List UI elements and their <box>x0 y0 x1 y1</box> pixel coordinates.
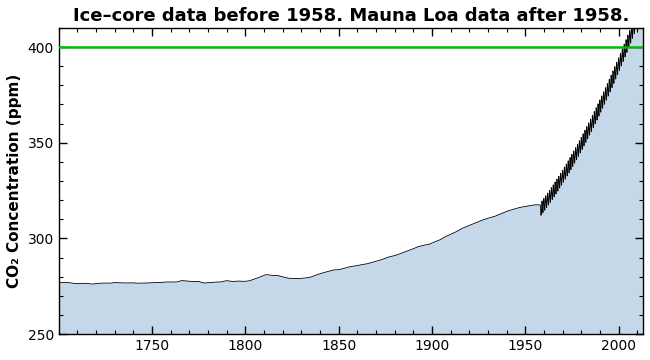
Y-axis label: CO₂ Concentration (ppm): CO₂ Concentration (ppm) <box>7 74 22 288</box>
Title: Ice–core data before 1958. Mauna Loa data after 1958.: Ice–core data before 1958. Mauna Loa dat… <box>73 7 629 25</box>
